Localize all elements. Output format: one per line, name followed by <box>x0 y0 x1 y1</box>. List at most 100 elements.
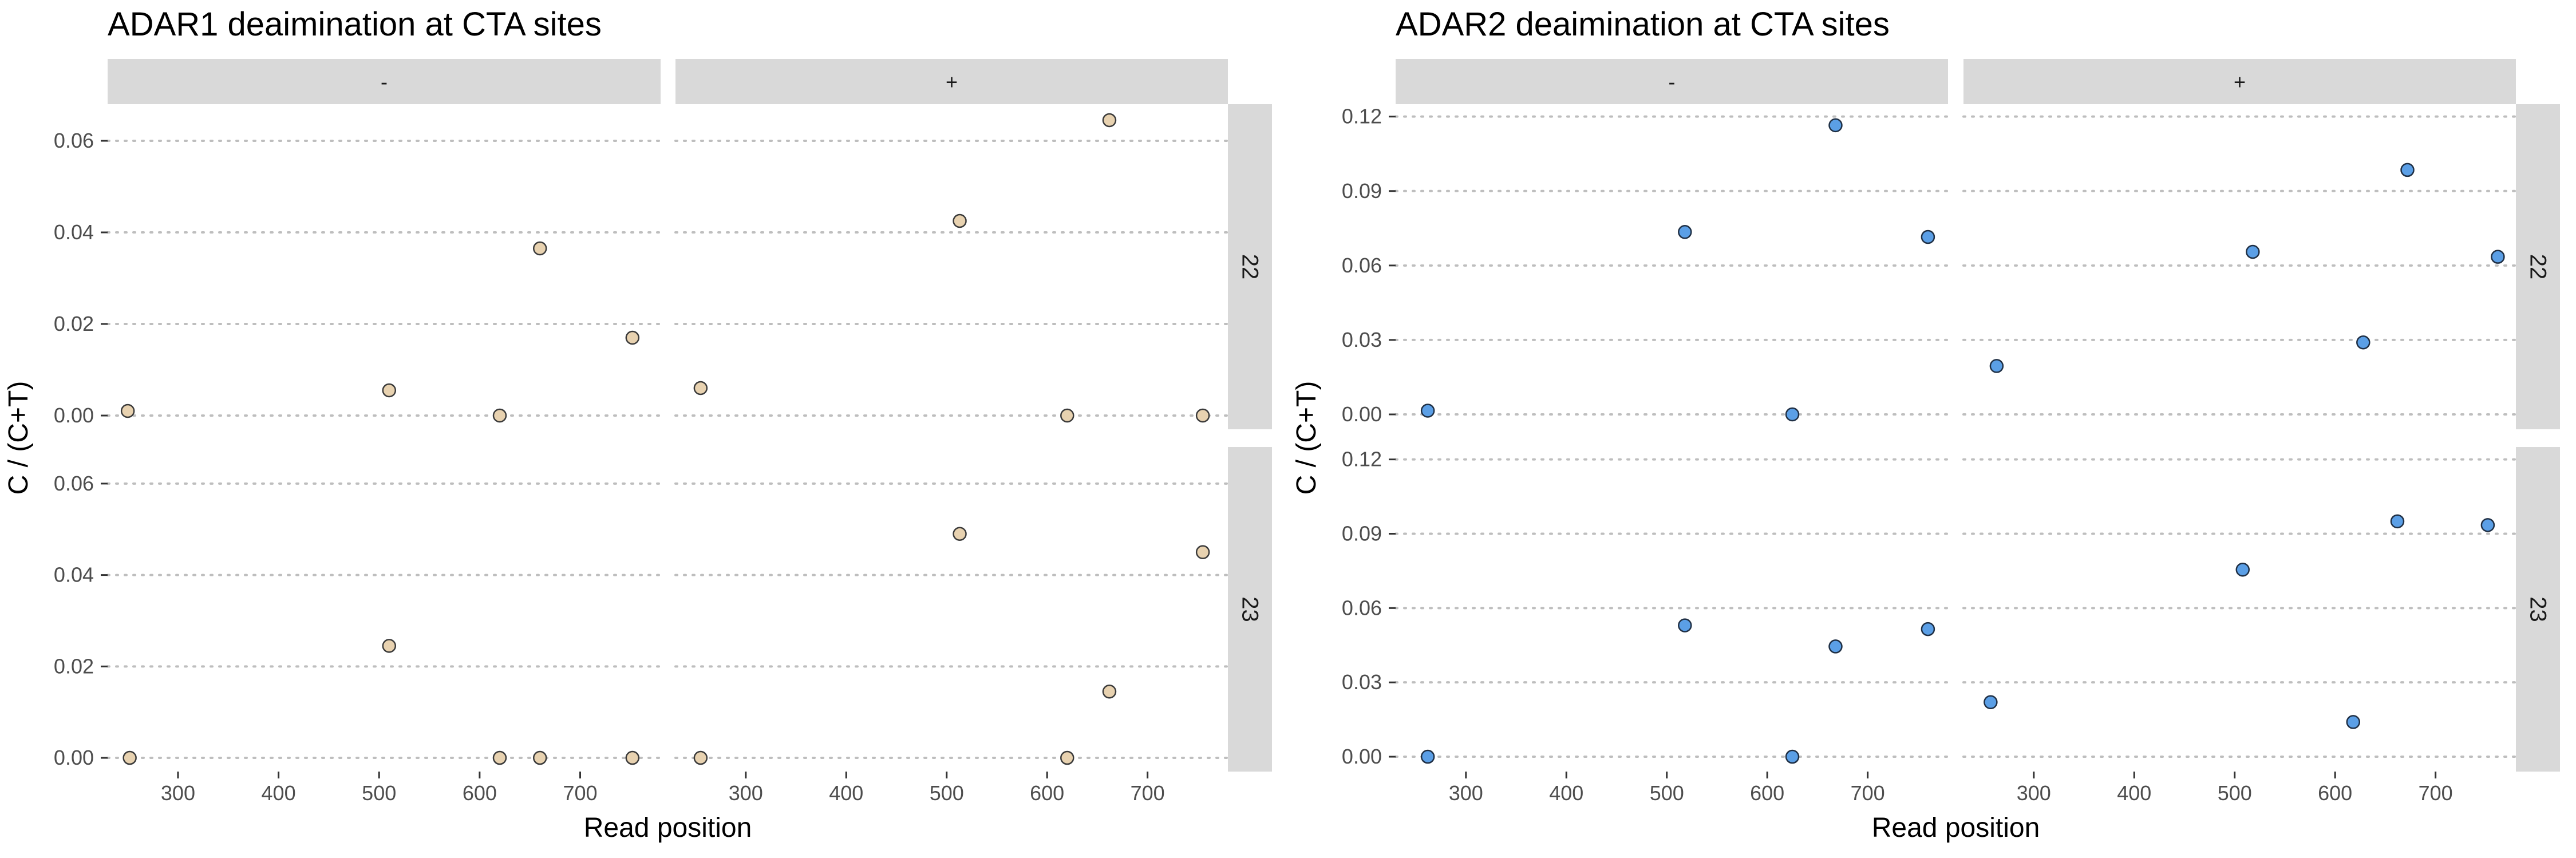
x-tick-label: 600 <box>1030 781 1064 805</box>
row-strip-label: 22 <box>1238 254 1263 280</box>
x-tick-label: 400 <box>2117 781 2151 805</box>
data-point <box>1828 118 1843 133</box>
data-point <box>1060 750 1074 765</box>
data-point <box>1102 113 1117 128</box>
x-axis-label: Read position <box>1872 813 2040 843</box>
x-tick-label: 700 <box>2419 781 2453 805</box>
x-tick-label: 700 <box>1131 781 1165 805</box>
y-tick-label: 0.12 <box>1342 105 1382 128</box>
data-point <box>1678 225 1692 239</box>
x-tick-label: 300 <box>1449 781 1483 805</box>
data-point <box>1102 684 1117 699</box>
data-point <box>693 750 708 765</box>
x-tick-label: 700 <box>563 781 597 805</box>
data-point <box>382 639 397 653</box>
data-point <box>1785 749 1800 764</box>
data-point <box>693 381 708 396</box>
x-axis-label: Read position <box>584 813 752 843</box>
y-tick-label: 0.02 <box>54 312 94 335</box>
data-point <box>120 404 135 418</box>
data-point <box>2480 518 2495 532</box>
y-tick-label: 0.09 <box>1342 521 1382 545</box>
y-tick-label: 0.06 <box>1342 596 1382 619</box>
data-point <box>532 750 547 765</box>
chart-title: ADAR1 deaimination at CTA sites <box>108 6 602 43</box>
col-strip-label: - <box>1669 70 1676 94</box>
data-point <box>625 750 640 765</box>
col-strip <box>1396 59 1948 104</box>
y-tick-label: 0.00 <box>1342 745 1382 768</box>
data-point <box>1984 695 1998 710</box>
data-point <box>2356 335 2370 350</box>
x-tick-label: 400 <box>1549 781 1583 805</box>
y-tick-label: 0.04 <box>54 220 94 244</box>
col-strip-label: + <box>2234 70 2246 94</box>
x-tick-label: 400 <box>262 781 296 805</box>
data-point <box>1921 230 1935 244</box>
y-tick-label: 0.04 <box>54 563 94 587</box>
y-tick-label: 0.06 <box>54 129 94 152</box>
x-tick-label: 300 <box>729 781 763 805</box>
data-point <box>2246 244 2260 259</box>
data-point <box>1921 622 1935 636</box>
y-tick-label: 0.03 <box>1342 670 1382 694</box>
col-strip-label: + <box>946 70 958 94</box>
x-tick-label: 300 <box>2017 781 2051 805</box>
data-point <box>1195 545 1210 559</box>
data-point <box>532 241 547 256</box>
x-tick-label: 400 <box>829 781 863 805</box>
row-strip-label: 23 <box>2526 596 2551 622</box>
y-tick-label: 0.00 <box>1342 402 1382 426</box>
y-tick-label: 0.00 <box>54 404 94 427</box>
data-point <box>1828 639 1843 654</box>
data-point <box>1420 749 1435 764</box>
row-strip <box>2516 104 2560 429</box>
data-point <box>1989 359 2004 373</box>
y-tick-label: 0.06 <box>1342 254 1382 277</box>
data-point <box>625 330 640 345</box>
row-strip-label: 23 <box>1238 596 1263 622</box>
data-point <box>2491 250 2505 264</box>
data-point <box>2390 514 2405 529</box>
data-point <box>2235 562 2250 577</box>
data-point <box>382 383 397 398</box>
y-axis-label: C / (C+T) <box>1291 381 1322 495</box>
row-strip-label: 22 <box>2526 254 2551 280</box>
x-tick-label: 600 <box>1750 781 1784 805</box>
col-strip <box>1963 59 2516 104</box>
y-tick-label: 0.02 <box>54 654 94 678</box>
x-tick-label: 700 <box>1851 781 1885 805</box>
chart-1: ADAR1 deaimination at CTA sites - +22 23 0.0… <box>3 6 1272 843</box>
col-strip <box>675 59 1228 104</box>
y-tick-label: 0.09 <box>1342 179 1382 203</box>
data-point <box>492 408 507 423</box>
col-strip <box>108 59 661 104</box>
x-tick-label: 500 <box>2218 781 2252 805</box>
data-point <box>1060 408 1074 423</box>
row-strip <box>1228 104 1272 429</box>
data-point <box>2400 163 2415 177</box>
data-point <box>953 213 967 228</box>
chart-title: ADAR2 deaimination at CTA sites <box>1396 6 1890 43</box>
row-strip <box>1228 447 1272 772</box>
col-strip-label: - <box>381 70 388 94</box>
y-tick-label: 0.12 <box>1342 448 1382 471</box>
row-strip <box>2516 447 2560 772</box>
data-point <box>953 527 967 541</box>
x-tick-label: 500 <box>362 781 396 805</box>
data-point <box>2346 715 2361 729</box>
data-point <box>1420 404 1435 418</box>
y-tick-label: 0.06 <box>54 472 94 495</box>
x-tick-label: 500 <box>930 781 964 805</box>
chart-2: ADAR2 deaimination at CTA sites - +22 23 0.0… <box>1291 6 2560 843</box>
y-tick-label: 0.00 <box>54 746 94 769</box>
x-tick-label: 600 <box>2318 781 2352 805</box>
data-point <box>1785 407 1800 422</box>
y-tick-label: 0.03 <box>1342 328 1382 351</box>
data-point <box>1678 618 1692 632</box>
x-tick-label: 500 <box>1650 781 1684 805</box>
x-tick-label: 300 <box>161 781 195 805</box>
x-tick-label: 600 <box>463 781 497 805</box>
y-axis-label: C / (C+T) <box>3 381 34 495</box>
